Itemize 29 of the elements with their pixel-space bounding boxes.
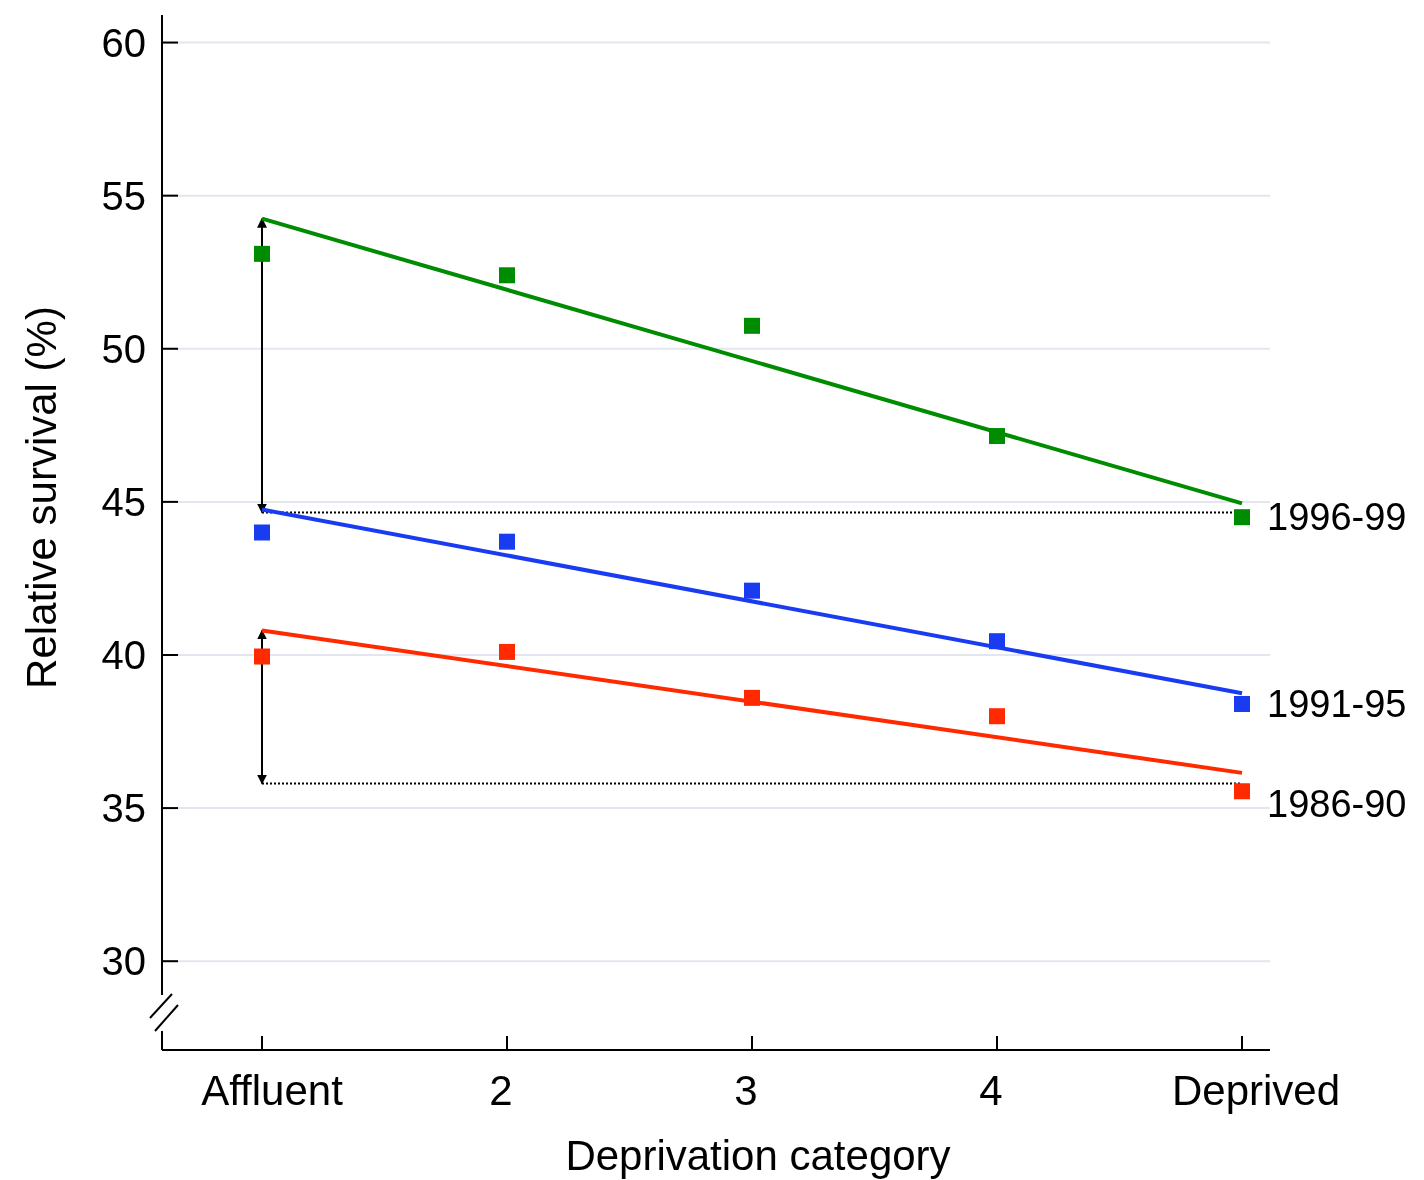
- x-tick-label: Deprived: [1171, 1067, 1341, 1114]
- y-tick-label: 35: [101, 786, 146, 831]
- x-tick-label: Affluent: [201, 1067, 344, 1114]
- point: [254, 245, 270, 262]
- y-tick-label: 40: [101, 632, 146, 677]
- point: [1234, 509, 1250, 526]
- y-tick-label: 60: [101, 20, 146, 65]
- x-axis-title: Deprivation category: [565, 1132, 951, 1179]
- point: [499, 267, 515, 284]
- point: [1234, 695, 1250, 712]
- y-tick-label: 30: [101, 939, 146, 984]
- point: [499, 643, 515, 660]
- point: [989, 708, 1005, 725]
- point: [744, 317, 760, 334]
- x-tick-label: 3: [734, 1067, 758, 1114]
- series-label: 1991-95: [1267, 683, 1407, 726]
- point: [1234, 783, 1250, 800]
- point: [744, 582, 760, 599]
- y-tick-label: 45: [101, 479, 146, 524]
- y-axis-title: Relative survival (%): [18, 306, 65, 689]
- point: [254, 648, 270, 665]
- y-tick-label: 55: [101, 173, 146, 218]
- x-tick-label: 4: [979, 1067, 1003, 1114]
- series-label: 1986-90: [1267, 783, 1407, 826]
- x-tick-label: 2: [489, 1067, 513, 1114]
- series-label: 1996-99: [1267, 496, 1407, 539]
- y-tick-label: 50: [101, 326, 146, 371]
- point: [499, 533, 515, 550]
- point: [254, 524, 270, 541]
